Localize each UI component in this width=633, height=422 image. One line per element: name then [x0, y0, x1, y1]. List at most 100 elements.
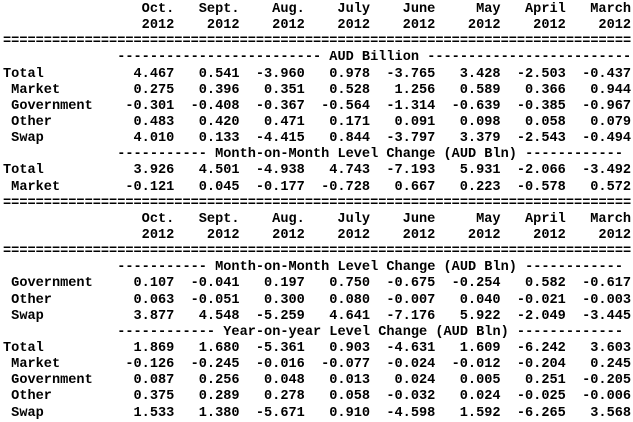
- value-cell: 0.098: [459, 114, 501, 130]
- value-cell: 0.079: [590, 114, 632, 130]
- value-cell: 0.245: [590, 357, 632, 373]
- value-cell: 0.483: [133, 114, 175, 130]
- row-label: Other: [11, 292, 52, 308]
- column-header-month: March: [590, 211, 632, 227]
- double-rule: ========================================…: [3, 244, 633, 260]
- value-cell: -3.492: [582, 163, 632, 179]
- value-cell: -6.242: [516, 340, 566, 356]
- value-cell: 0.582: [525, 276, 566, 292]
- table-row: Government -0.301 -0.408 -0.367 -0.564 -1.314…: [3, 99, 633, 115]
- value-cell: 4.467: [133, 66, 175, 82]
- row-label: Total: [3, 163, 44, 179]
- table-row: Government 0.087 0.256 0.048 0.013 0.024 0.005…: [3, 373, 633, 389]
- column-header-year: 2012: [337, 227, 371, 243]
- value-cell: -5.259: [255, 308, 305, 324]
- value-cell: -0.408: [190, 98, 240, 114]
- column-header-month: Sept.: [198, 211, 240, 227]
- value-cell: -2.543: [516, 131, 566, 147]
- value-cell: 1.533: [133, 405, 175, 421]
- value-cell: 5.931: [459, 163, 501, 179]
- value-cell: 3.603: [590, 340, 632, 356]
- column-header-year: 2012: [533, 18, 566, 34]
- value-cell: -3.445: [582, 308, 632, 324]
- value-cell: 0.589: [459, 82, 501, 98]
- double-rule: ========================================…: [3, 196, 633, 212]
- value-cell: -7.193: [386, 163, 436, 179]
- section-header-row: ------------ Year-on-year Level Change (…: [3, 325, 633, 341]
- column-header-years-row: 2012 2012 2012 2012 2012 2012 2012 2012: [3, 18, 633, 34]
- column-header-year: 2012: [272, 18, 305, 34]
- value-cell: -4.631: [386, 340, 436, 356]
- value-cell: -0.012: [451, 357, 501, 373]
- row-label: Government: [11, 276, 93, 292]
- table-row: Market -0.126 -0.245 -0.016 -0.077 -0.024 -0.0…: [3, 357, 633, 373]
- value-cell: 0.171: [329, 114, 371, 130]
- value-cell: 3.568: [590, 405, 632, 421]
- value-cell: -0.617: [582, 276, 632, 292]
- table-row: Market 0.275 0.396 0.351 0.528 1.256 0.589 0.36…: [3, 83, 633, 99]
- value-cell: 0.107: [133, 276, 175, 292]
- row-label: Other: [11, 389, 52, 405]
- column-header-year: 2012: [206, 227, 240, 243]
- column-header-year: 2012: [206, 18, 240, 34]
- column-header-month: July: [337, 2, 371, 17]
- value-cell: -7.176: [386, 308, 436, 324]
- value-cell: 4.641: [329, 308, 371, 324]
- column-header-month: Sept.: [198, 2, 240, 17]
- row-label: Other: [11, 114, 52, 130]
- value-cell: -0.728: [321, 179, 371, 195]
- value-cell: -4.415: [255, 131, 305, 147]
- value-cell: 0.058: [525, 114, 566, 130]
- value-cell: 0.420: [198, 114, 240, 130]
- value-cell: 0.197: [264, 276, 305, 292]
- double-rule-line: ========================================…: [3, 244, 632, 260]
- value-cell: 0.528: [329, 82, 371, 98]
- value-cell: -4.598: [386, 405, 436, 421]
- row-label: Total: [3, 66, 44, 82]
- value-cell: 3.877: [133, 308, 175, 324]
- value-cell: -0.003: [582, 292, 632, 308]
- column-header-month: July: [337, 211, 371, 227]
- value-cell: -0.024: [386, 357, 436, 373]
- column-header-month: March: [590, 2, 632, 17]
- value-cell: -0.032: [386, 389, 436, 405]
- value-cell: 1.609: [459, 340, 501, 356]
- value-cell: 5.922: [459, 308, 501, 324]
- value-cell: 0.048: [264, 373, 305, 389]
- value-cell: -3.960: [255, 66, 305, 82]
- value-cell: -0.494: [582, 131, 632, 147]
- value-cell: -0.025: [516, 389, 566, 405]
- value-cell: -0.639: [451, 98, 501, 114]
- column-header-years-row: 2012 2012 2012 2012 2012 2012 2012 2012: [3, 228, 633, 244]
- column-header-year: 2012: [598, 227, 632, 243]
- value-cell: -0.041: [190, 276, 240, 292]
- value-cell: 0.300: [264, 292, 305, 308]
- value-cell: -0.177: [255, 179, 305, 195]
- value-cell: 0.572: [590, 179, 632, 195]
- value-cell: 4.501: [198, 163, 240, 179]
- table-row: Total 3.926 4.501 -4.938 4.743 -7.193 5.931 -2.…: [3, 163, 633, 179]
- value-cell: 0.024: [394, 373, 436, 389]
- table-row: Swap 3.877 4.548 -5.259 4.641 -7.176 5.922 -2.0…: [3, 309, 633, 325]
- column-header-month: Oct.: [141, 2, 175, 17]
- value-cell: -6.265: [516, 405, 566, 421]
- value-cell: 4.548: [198, 308, 240, 324]
- value-cell: 1.680: [198, 340, 240, 356]
- value-cell: 0.256: [198, 373, 240, 389]
- row-label: Government: [11, 373, 93, 389]
- value-cell: 0.289: [198, 389, 240, 405]
- double-rule: ========================================…: [3, 34, 633, 50]
- value-cell: 0.903: [329, 340, 371, 356]
- value-cell: 0.351: [264, 82, 305, 98]
- value-cell: 0.541: [198, 66, 240, 82]
- row-label: Total: [3, 340, 44, 356]
- row-label: Swap: [11, 308, 44, 324]
- table-row: Total 1.869 1.680 -5.361 0.903 -4.631 1.609 -6.…: [3, 341, 633, 357]
- value-cell: 0.040: [459, 292, 501, 308]
- value-cell: 0.844: [329, 131, 371, 147]
- column-header-year: 2012: [402, 227, 436, 243]
- value-cell: -0.204: [516, 357, 566, 373]
- value-cell: -3.765: [386, 66, 436, 82]
- value-cell: -5.361: [255, 340, 305, 356]
